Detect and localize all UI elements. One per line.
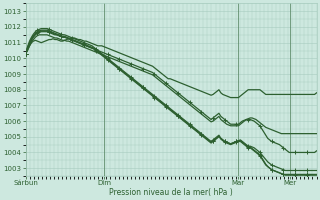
- X-axis label: Pression niveau de la mer( hPa ): Pression niveau de la mer( hPa ): [109, 188, 233, 197]
